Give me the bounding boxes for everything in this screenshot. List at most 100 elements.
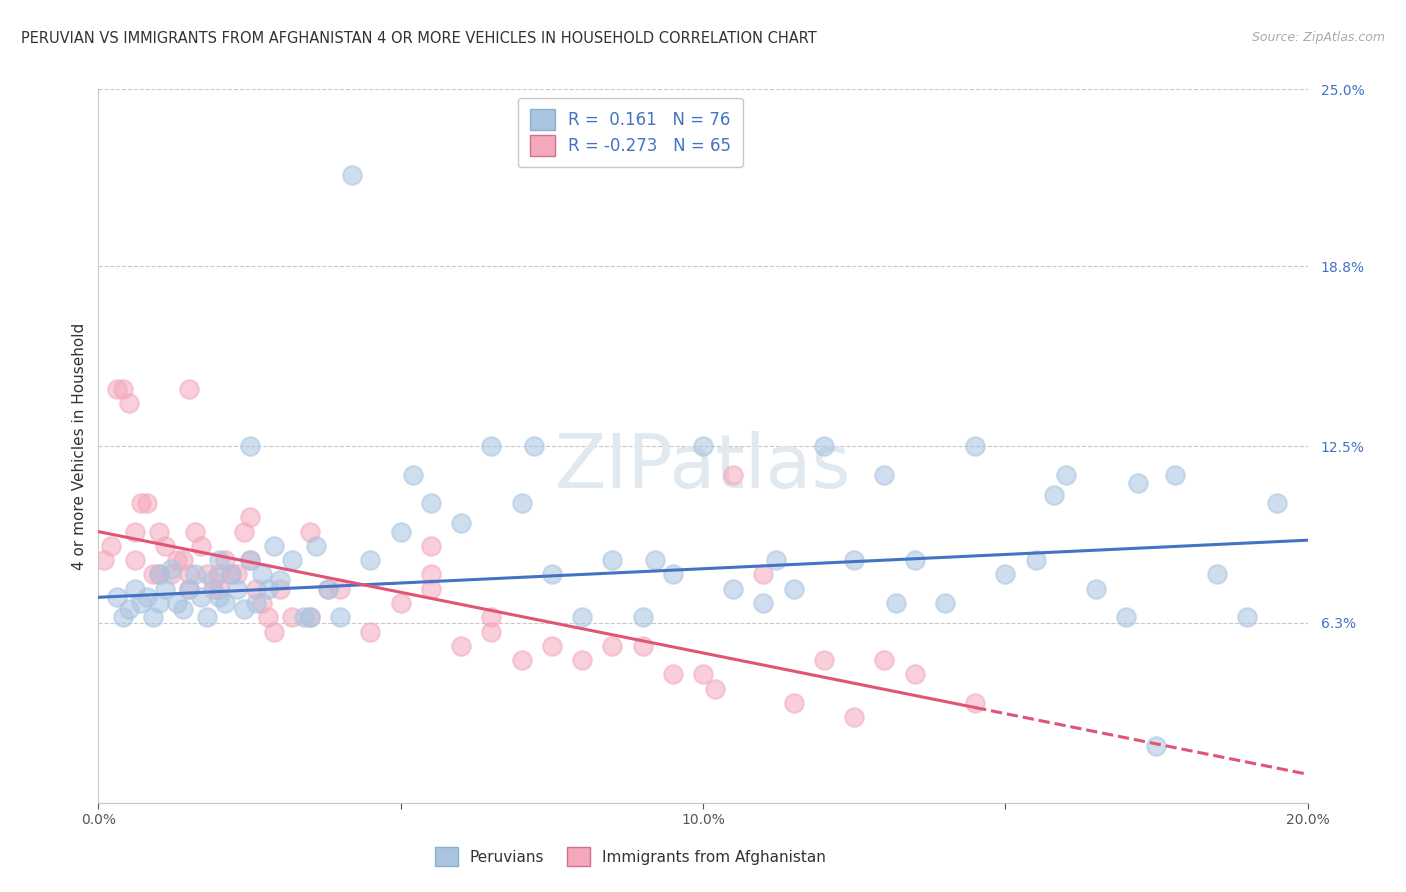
Point xyxy=(269,573,291,587)
Point xyxy=(184,524,207,539)
Point xyxy=(160,567,183,582)
Point xyxy=(1267,496,1289,510)
Point xyxy=(305,539,328,553)
Point xyxy=(402,467,425,482)
Point xyxy=(239,553,262,567)
Point xyxy=(202,582,225,596)
Point xyxy=(184,567,207,582)
Point xyxy=(148,524,170,539)
Point xyxy=(172,553,194,567)
Point xyxy=(662,667,685,681)
Point xyxy=(844,710,866,724)
Point xyxy=(148,596,170,610)
Point xyxy=(160,562,183,576)
Point xyxy=(631,639,654,653)
Point xyxy=(239,510,262,524)
Point xyxy=(179,567,201,582)
Point xyxy=(214,553,236,567)
Point xyxy=(263,624,285,639)
Point xyxy=(420,539,443,553)
Point xyxy=(111,382,134,396)
Point xyxy=(93,553,115,567)
Point xyxy=(571,610,593,624)
Point xyxy=(208,591,231,605)
Point xyxy=(299,610,322,624)
Point xyxy=(450,516,472,530)
Point xyxy=(111,610,134,624)
Point xyxy=(316,582,339,596)
Point xyxy=(541,567,564,582)
Point xyxy=(523,439,546,453)
Point xyxy=(904,667,927,681)
Point xyxy=(226,567,249,582)
Point xyxy=(124,524,146,539)
Point xyxy=(752,567,775,582)
Point xyxy=(541,639,564,653)
Point xyxy=(232,601,254,615)
Point xyxy=(281,610,304,624)
Point xyxy=(692,439,714,453)
Point xyxy=(232,524,254,539)
Point xyxy=(1236,610,1258,624)
Point xyxy=(195,610,218,624)
Point xyxy=(692,667,714,681)
Point xyxy=(105,591,128,605)
Point xyxy=(239,439,262,453)
Point xyxy=(420,496,443,510)
Point xyxy=(965,439,987,453)
Point xyxy=(316,582,339,596)
Point xyxy=(510,653,533,667)
Point xyxy=(329,582,352,596)
Point xyxy=(105,382,128,396)
Point xyxy=(844,553,866,567)
Point xyxy=(281,553,304,567)
Point xyxy=(783,582,806,596)
Point xyxy=(153,539,176,553)
Point xyxy=(1085,582,1108,596)
Point xyxy=(166,596,188,610)
Point xyxy=(342,168,364,182)
Point xyxy=(450,639,472,653)
Point xyxy=(292,610,315,624)
Point xyxy=(1042,487,1064,501)
Point xyxy=(1024,553,1046,567)
Point xyxy=(118,396,141,410)
Point xyxy=(269,582,291,596)
Point xyxy=(124,582,146,596)
Point xyxy=(239,553,262,567)
Text: Source: ZipAtlas.com: Source: ZipAtlas.com xyxy=(1251,31,1385,45)
Point xyxy=(481,624,503,639)
Point xyxy=(723,582,745,596)
Point xyxy=(142,610,165,624)
Point xyxy=(360,553,382,567)
Point xyxy=(299,610,322,624)
Point xyxy=(179,382,201,396)
Point xyxy=(208,582,231,596)
Point xyxy=(420,582,443,596)
Point xyxy=(783,696,806,710)
Point xyxy=(481,610,503,624)
Point xyxy=(1163,467,1185,482)
Point xyxy=(135,496,157,510)
Point xyxy=(420,567,443,582)
Point xyxy=(813,439,835,453)
Point xyxy=(124,553,146,567)
Point xyxy=(256,610,278,624)
Y-axis label: 4 or more Vehicles in Household: 4 or more Vehicles in Household xyxy=(72,322,87,570)
Point xyxy=(245,596,267,610)
Point xyxy=(765,553,787,567)
Point xyxy=(481,439,503,453)
Text: PERUVIAN VS IMMIGRANTS FROM AFGHANISTAN 4 OR MORE VEHICLES IN HOUSEHOLD CORRELAT: PERUVIAN VS IMMIGRANTS FROM AFGHANISTAN … xyxy=(21,31,817,46)
Point xyxy=(965,696,987,710)
Point xyxy=(752,596,775,610)
Point xyxy=(1146,739,1168,753)
Point xyxy=(118,601,141,615)
Point xyxy=(1128,476,1150,491)
Point xyxy=(602,639,624,653)
Point xyxy=(190,591,212,605)
Point xyxy=(723,467,745,482)
Point xyxy=(873,467,896,482)
Point xyxy=(1206,567,1229,582)
Point xyxy=(389,524,412,539)
Point xyxy=(571,653,593,667)
